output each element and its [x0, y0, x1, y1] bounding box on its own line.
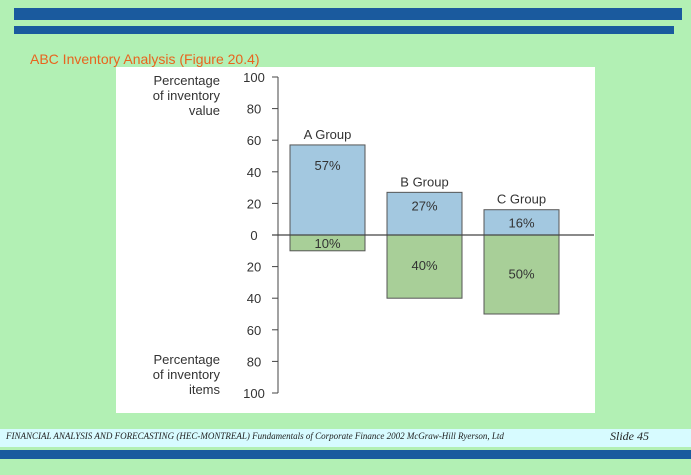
y-tick-label-zero: 0 [250, 228, 257, 243]
category-label: B Group [400, 174, 448, 189]
y-tick-label: 60 [247, 133, 261, 148]
top-frame-bar [14, 8, 682, 20]
y-tick-label: 80 [247, 102, 261, 117]
items-data-label: 40% [411, 258, 437, 273]
value-data-label: 27% [411, 198, 437, 213]
y-tick-label: 100 [243, 70, 265, 85]
lower-axis-title: Percentage [154, 352, 221, 367]
abc-inventory-chart: A Group 57% 10% B Group 27% 40% C Group 16% 50% 1… [153, 70, 594, 401]
chart-panel: A Group 57% 10% B Group 27% 40% C Group 16% 50% 1… [116, 67, 595, 413]
slide-number: Slide 45 [610, 429, 649, 443]
items-data-label: 50% [508, 266, 534, 281]
value-bar [289, 144, 366, 236]
value-data-label: 57% [314, 158, 340, 173]
upper-axis-title: Percentage [154, 73, 221, 88]
lower-axis-title: items [189, 382, 221, 397]
y-tick-label: 100 [243, 386, 265, 401]
footer-text: FINANCIAL ANALYSIS AND FORECASTING (HEC-… [6, 431, 504, 441]
y-tick-label: 40 [247, 291, 261, 306]
y-tick-label: 60 [247, 323, 261, 338]
value-bar [386, 191, 463, 236]
y-tick-label: 20 [247, 260, 261, 275]
items-bar [386, 234, 463, 299]
category-label: A Group [304, 127, 352, 142]
y-tick-label: 20 [247, 196, 261, 211]
upper-axis-title: of inventory [153, 88, 221, 103]
items-data-label: 10% [314, 236, 340, 251]
y-tick-label: 40 [247, 165, 261, 180]
lower-axis-title: of inventory [153, 367, 221, 382]
y-tick-label: 80 [247, 354, 261, 369]
footer-bar: FINANCIAL ANALYSIS AND FORECASTING (HEC-… [0, 429, 691, 447]
slide-title: ABC Inventory Analysis (Figure 20.4) [30, 51, 260, 67]
category-label: C Group [497, 192, 546, 207]
value-data-label: 16% [508, 216, 534, 231]
items-bar [483, 234, 560, 315]
top-frame-bar-thin [14, 26, 674, 34]
upper-axis-title: value [189, 103, 220, 118]
bottom-frame-bar [0, 450, 691, 459]
